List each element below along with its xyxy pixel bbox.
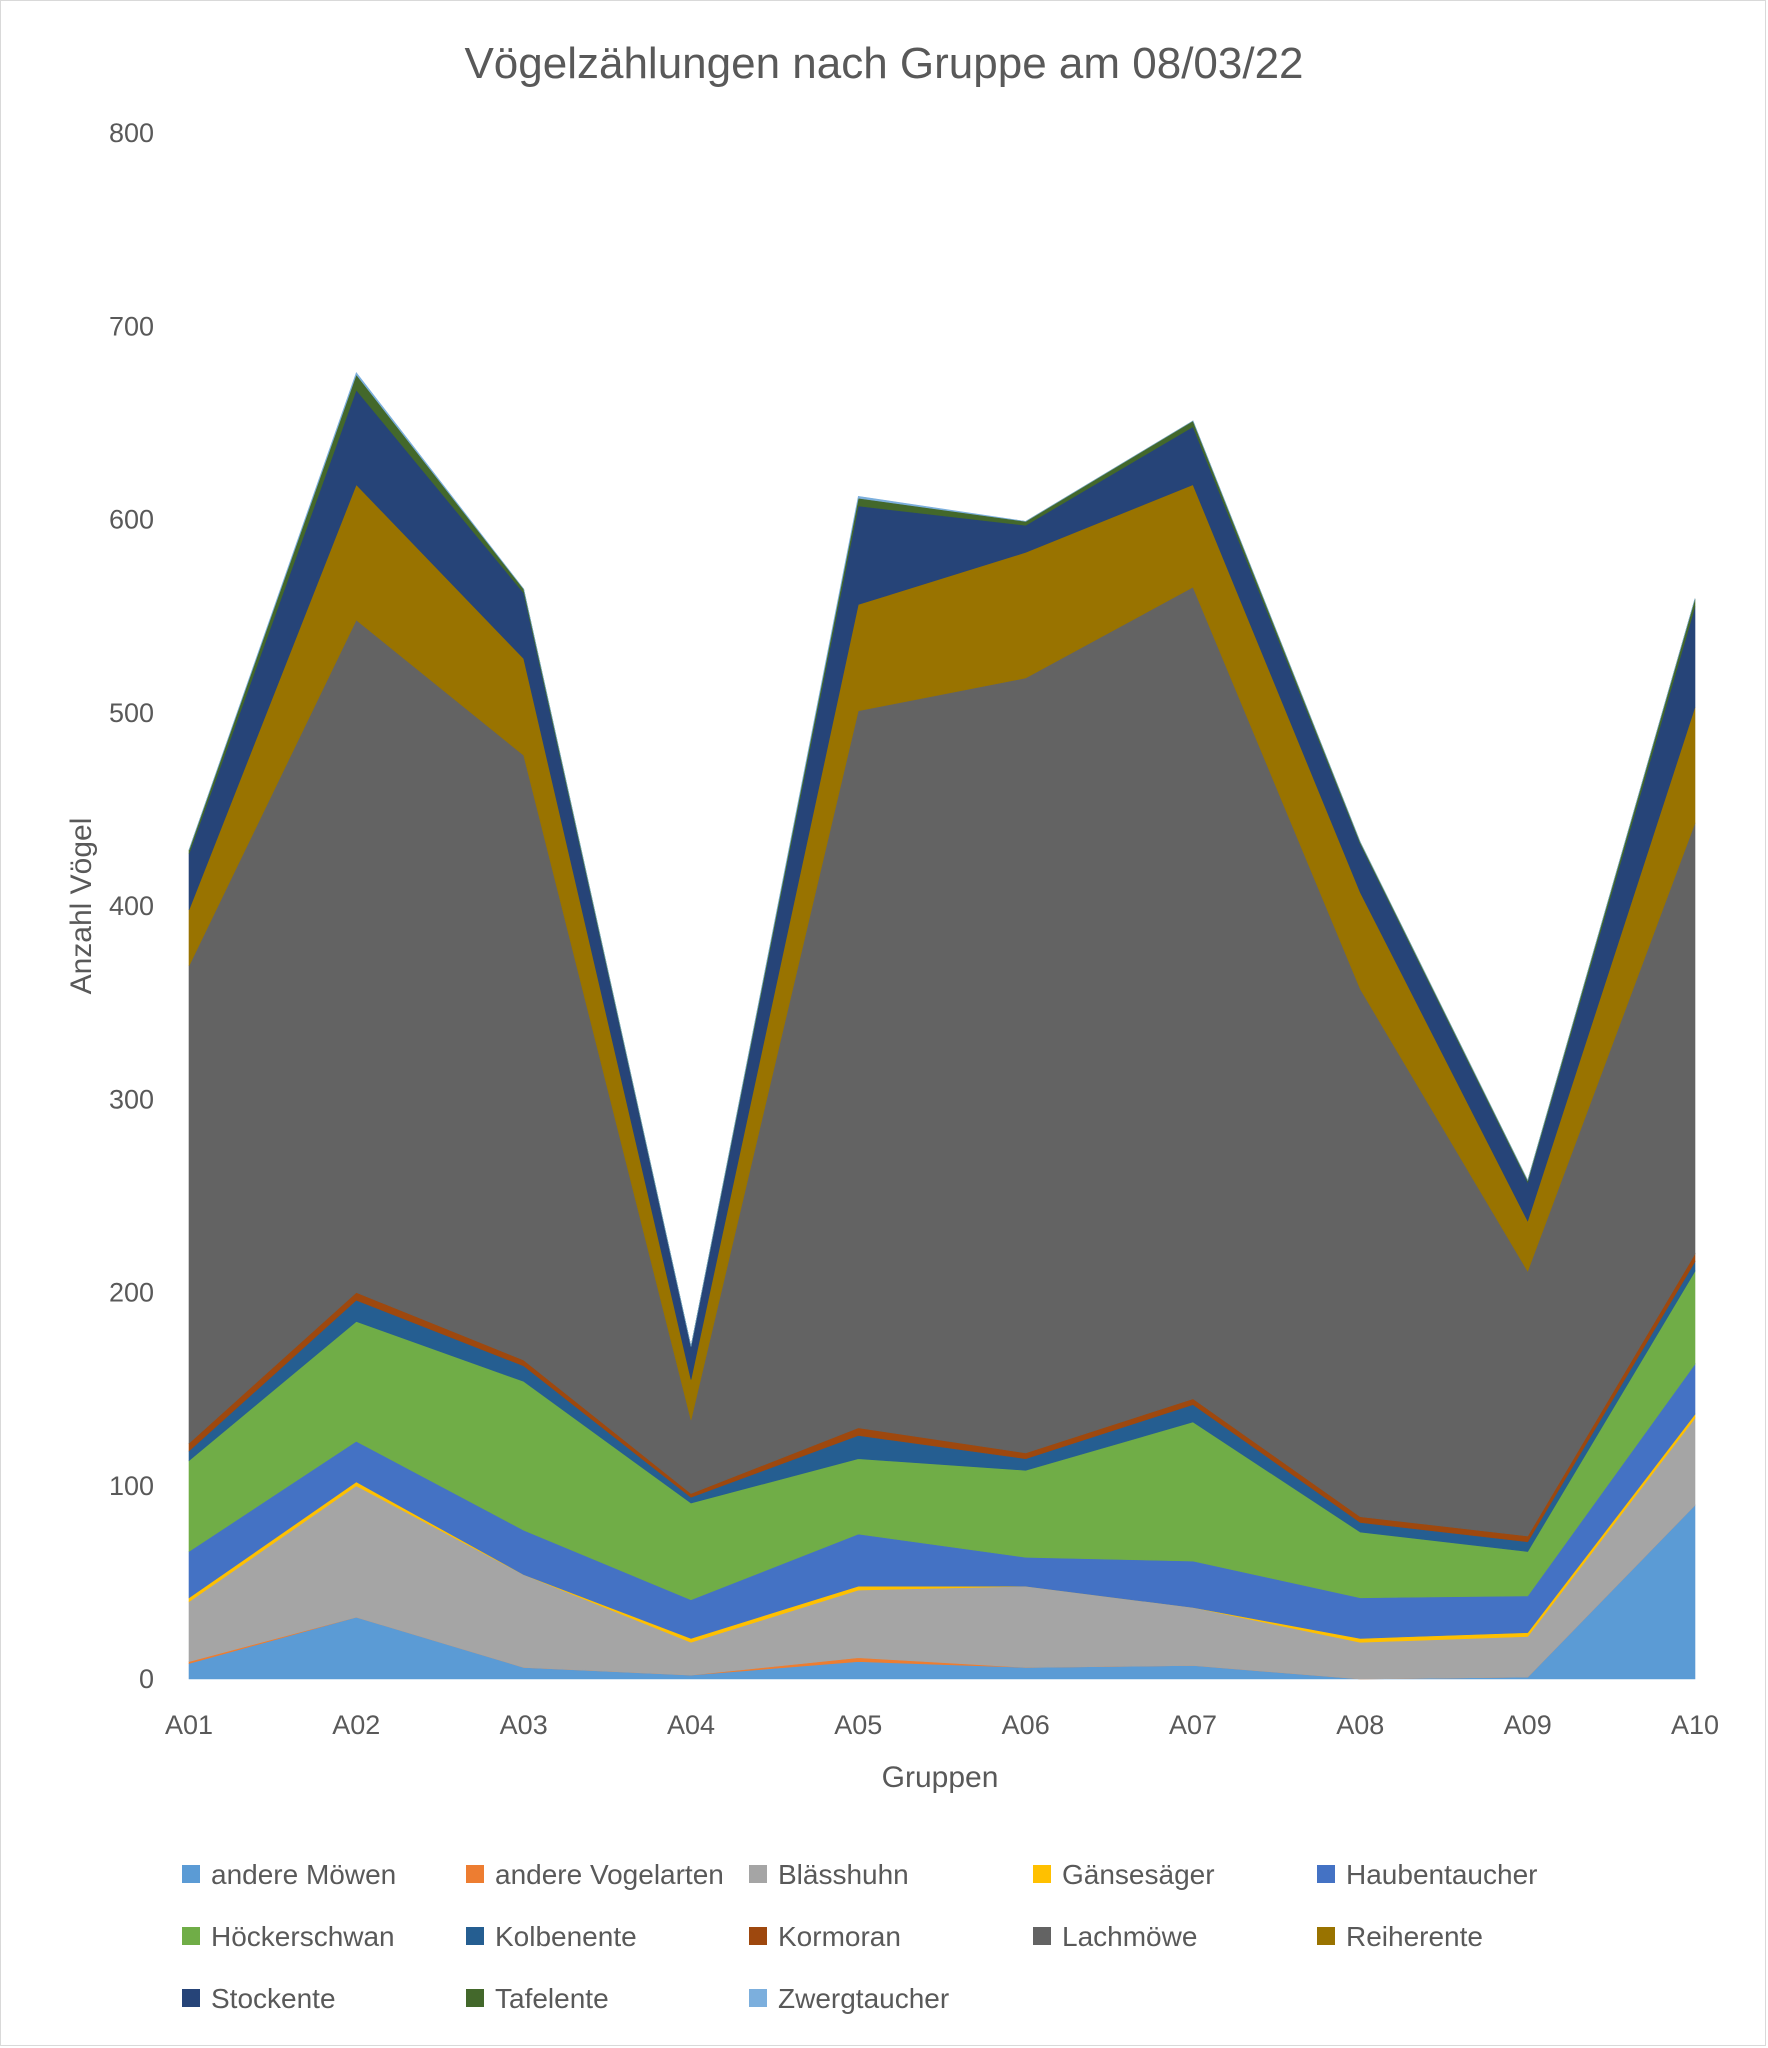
legend-swatch	[466, 1927, 484, 1945]
area-series-12	[188, 371, 1696, 1347]
legend-label: Tafelente	[495, 1983, 609, 2014]
y-tick-label: 200	[109, 1278, 154, 1308]
legend-label: Reiherente	[1346, 1921, 1483, 1952]
legend-label: andere Vogelarten	[495, 1859, 724, 1890]
legend-label: andere Möwen	[211, 1859, 396, 1890]
legend-swatch	[182, 1989, 200, 2007]
legend-label: Stockente	[211, 1983, 336, 2014]
y-tick-label: 500	[109, 698, 154, 728]
legend-swatch	[749, 1989, 767, 2007]
legend-item: andere Möwen	[182, 1859, 396, 1890]
legend-item: Stockente	[182, 1983, 336, 2014]
legend-item: Kormoran	[749, 1921, 901, 1952]
y-tick-label: 300	[109, 1084, 154, 1114]
legend-swatch	[466, 1989, 484, 2007]
legend-item: Tafelente	[466, 1983, 609, 2014]
legend-item: Gänsesäger	[1033, 1859, 1215, 1890]
legend: andere Möwen andere Vogelarten Blässhuhn Gä…	[182, 1859, 1537, 2014]
legend-item: andere Vogelarten	[466, 1859, 724, 1890]
legend-swatch	[749, 1927, 767, 1945]
legend-swatch	[1033, 1865, 1051, 1883]
legend-label: Zwergtaucher	[778, 1983, 949, 2014]
y-axis-ticks: 0 100 200 300 400 500 600 700 800	[109, 118, 154, 1694]
y-tick-label: 0	[139, 1664, 154, 1694]
legend-swatch	[182, 1927, 200, 1945]
legend-label: Gänsesäger	[1062, 1859, 1215, 1890]
legend-swatch	[749, 1865, 767, 1883]
legend-swatch	[1317, 1865, 1335, 1883]
legend-label: Blässhuhn	[778, 1859, 909, 1890]
x-axis-ticks: A01 A02 A03 A04 A05 A06 A07 A08 A09 A10	[165, 1710, 1719, 1740]
legend-label: Lachmöwe	[1062, 1921, 1197, 1952]
y-tick-label: 100	[109, 1471, 154, 1501]
x-tick-label: A08	[1336, 1710, 1384, 1740]
legend-item: Reiherente	[1317, 1921, 1483, 1952]
x-tick-label: A09	[1504, 1710, 1552, 1740]
legend-label: Haubentaucher	[1346, 1859, 1537, 1890]
legend-item: Höckerschwan	[182, 1921, 395, 1952]
legend-swatch	[466, 1865, 484, 1883]
y-tick-label: 800	[109, 118, 154, 148]
x-tick-label: A03	[500, 1710, 548, 1740]
y-tick-label: 600	[109, 505, 154, 535]
area-series-group	[188, 371, 1696, 1680]
x-axis-title: Gruppen	[882, 1761, 999, 1794]
legend-item: Lachmöwe	[1033, 1921, 1197, 1952]
x-tick-label: A07	[1169, 1710, 1217, 1740]
legend-item: Kolbenente	[466, 1921, 637, 1952]
legend-swatch	[1033, 1927, 1051, 1945]
legend-item: Zwergtaucher	[749, 1983, 949, 2014]
x-tick-label: A06	[1002, 1710, 1050, 1740]
y-tick-label: 700	[109, 311, 154, 341]
legend-swatch	[1317, 1927, 1335, 1945]
legend-label: Kormoran	[778, 1921, 901, 1952]
legend-swatch	[182, 1865, 200, 1883]
x-tick-label: A05	[834, 1710, 882, 1740]
legend-item: Blässhuhn	[749, 1859, 909, 1890]
y-axis-title: Anzahl Vögel	[65, 818, 98, 995]
y-tick-label: 400	[109, 891, 154, 921]
x-tick-label: A10	[1671, 1710, 1719, 1740]
x-tick-label: A02	[332, 1710, 380, 1740]
legend-label: Höckerschwan	[211, 1921, 395, 1952]
x-tick-label: A01	[165, 1710, 213, 1740]
chart-title: Vögelzählungen nach Gruppe am 08/03/22	[464, 39, 1303, 88]
x-tick-label: A04	[667, 1710, 715, 1740]
legend-item: Haubentaucher	[1317, 1859, 1537, 1890]
legend-label: Kolbenente	[495, 1921, 637, 1952]
